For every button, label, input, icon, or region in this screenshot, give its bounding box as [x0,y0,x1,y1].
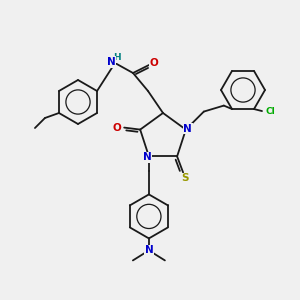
Text: Cl: Cl [265,106,275,116]
Text: H: H [113,53,121,62]
Text: N: N [145,245,153,255]
Text: O: O [113,123,122,133]
Text: O: O [150,58,158,68]
Text: N: N [142,152,151,162]
Text: N: N [184,124,192,134]
Text: S: S [182,173,189,183]
Text: N: N [106,57,116,67]
